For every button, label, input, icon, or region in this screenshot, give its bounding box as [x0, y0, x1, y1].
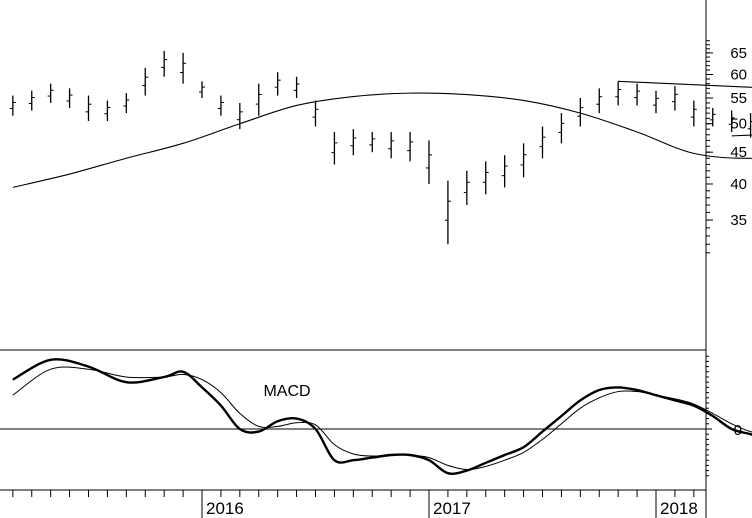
- x-axis-tick-label: 2018: [660, 499, 698, 518]
- macd-axis-tick-label: 0: [734, 422, 742, 439]
- moving-average-line: [12, 92, 752, 188]
- y-axis-tick-label: 35: [730, 212, 747, 229]
- macd-y-axis: 0: [706, 355, 742, 477]
- y-axis-tick-label: 60: [730, 67, 747, 84]
- y-axis-tick-label: 50: [730, 116, 747, 133]
- macd-panel-label: MACD: [263, 383, 310, 400]
- macd-line: [12, 358, 752, 475]
- y-axis-tick-label: 65: [730, 45, 747, 62]
- x-axis: 5201620172018: [12, 490, 698, 518]
- y-axis-tick-label: 40: [730, 176, 747, 193]
- x-axis-tick-label: 2017: [433, 499, 471, 518]
- macd-signal-line: [12, 366, 752, 471]
- price-panel: [9, 50, 752, 245]
- y-axis-tick-label: 55: [730, 90, 747, 107]
- y-axis-tick-label: 45: [730, 144, 747, 161]
- price-bars: [9, 50, 752, 245]
- x-axis-tick-label: 2016: [206, 499, 244, 518]
- macd-panel: MACD: [0, 358, 752, 475]
- y-axis: 35 40 45 50 55 60 65: [706, 40, 747, 254]
